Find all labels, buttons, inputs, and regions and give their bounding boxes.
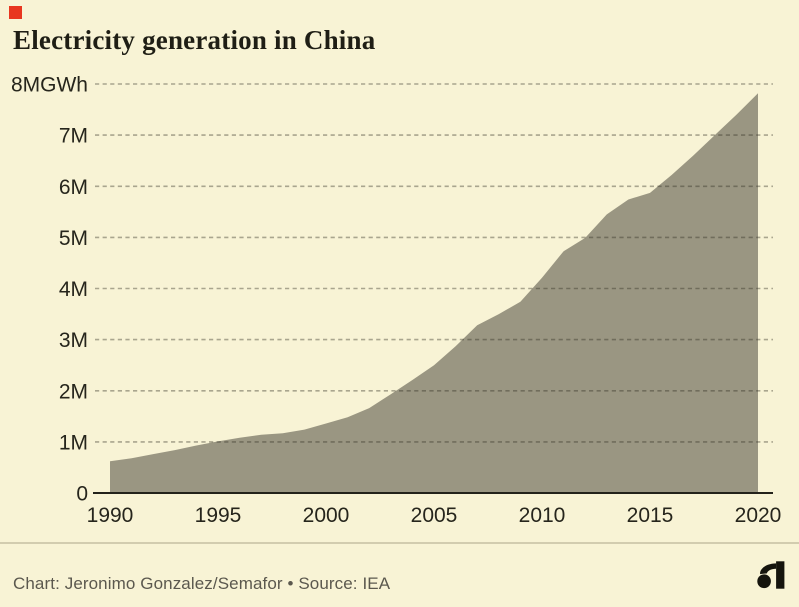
semafor-logo-icon bbox=[757, 561, 785, 589]
y-tick-label: 5M bbox=[59, 227, 88, 250]
x-tick-label: 1995 bbox=[195, 504, 242, 527]
x-tick-label: 2015 bbox=[627, 504, 674, 527]
y-tick-label: 3M bbox=[59, 329, 88, 352]
y-tick-label: 7M bbox=[59, 125, 88, 148]
y-tick-label: 1M bbox=[59, 431, 88, 454]
chart-attribution: Chart: Jeronimo Gonzalez/Semafor • Sourc… bbox=[13, 574, 391, 593]
x-tick-label: 2020 bbox=[735, 504, 782, 527]
footer-divider bbox=[0, 542, 799, 544]
y-tick-label: 8MGWh bbox=[11, 74, 88, 97]
y-tick-label: 6M bbox=[59, 176, 88, 199]
x-tick-label: 2005 bbox=[411, 504, 458, 527]
x-tick-label: 1990 bbox=[87, 504, 134, 527]
area-series bbox=[110, 93, 758, 493]
y-tick-label: 2M bbox=[59, 380, 88, 403]
semafor-red-square-icon bbox=[9, 6, 22, 19]
x-tick-label: 2010 bbox=[519, 504, 566, 527]
chart-title: Electricity generation in China bbox=[13, 25, 376, 55]
y-tick-label: 0 bbox=[76, 483, 88, 506]
y-tick-label: 4M bbox=[59, 278, 88, 301]
x-tick-label: 2000 bbox=[303, 504, 350, 527]
